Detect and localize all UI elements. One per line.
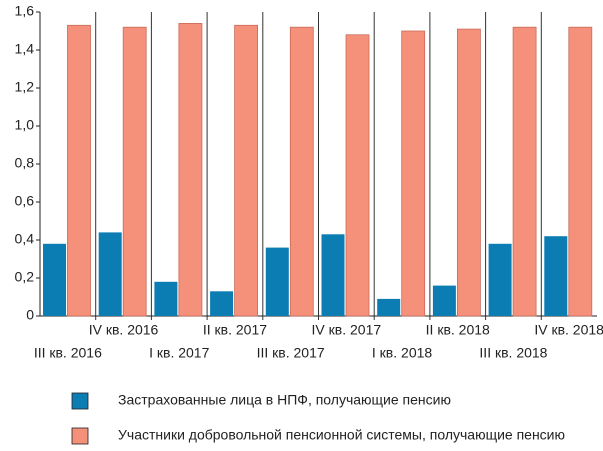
y-tick-label: 0,2: [15, 269, 35, 285]
y-tick-label: 0,6: [15, 193, 35, 209]
bar: [401, 30, 426, 317]
x-tick-label: III кв. 2018: [479, 345, 547, 361]
bar: [377, 298, 401, 316]
bar: [265, 247, 289, 316]
bar: [289, 26, 314, 317]
y-tick-label: 0,4: [15, 231, 35, 247]
bar: [67, 24, 91, 317]
y-tick-label: 0: [26, 307, 34, 323]
x-tick-label: III кв. 2017: [257, 345, 325, 361]
bar: [456, 28, 481, 317]
x-tick-label: IV кв. 2017: [312, 322, 382, 338]
bar: [122, 26, 147, 317]
x-tick-label: I кв. 2018: [372, 345, 432, 361]
bar: [488, 243, 512, 316]
bar: [544, 236, 568, 316]
legend-swatch: [71, 392, 89, 410]
bar: [154, 281, 178, 316]
bar: [512, 26, 537, 317]
x-tick-label: I кв. 2017: [149, 345, 209, 361]
bar: [568, 26, 593, 317]
x-tick-label: III кв. 2016: [34, 345, 102, 361]
y-tick-label: 1,0: [15, 117, 35, 133]
x-tick-label: IV кв. 2018: [534, 322, 603, 338]
bar: [321, 234, 345, 316]
x-tick-label: II кв. 2017: [203, 322, 267, 338]
x-tick-label: IV кв. 2016: [89, 322, 159, 338]
y-tick-label: 1,2: [15, 79, 35, 95]
bar: [432, 285, 456, 316]
bar: [234, 24, 259, 317]
legend-label: Участники добровольной пенсионной систем…: [118, 427, 565, 443]
bar: [345, 34, 370, 317]
legend-label: Застрахованные лица в НПФ, получающие пе…: [118, 392, 451, 408]
x-tick-label: II кв. 2018: [426, 322, 490, 338]
legend-swatch: [71, 427, 89, 445]
y-tick-label: 1,4: [15, 41, 35, 57]
bar: [210, 291, 234, 316]
bar: [98, 232, 122, 316]
y-tick-label: 0,8: [15, 155, 35, 171]
bar: [178, 22, 203, 317]
y-tick-label: 1,6: [15, 3, 35, 19]
bar: [43, 243, 66, 316]
